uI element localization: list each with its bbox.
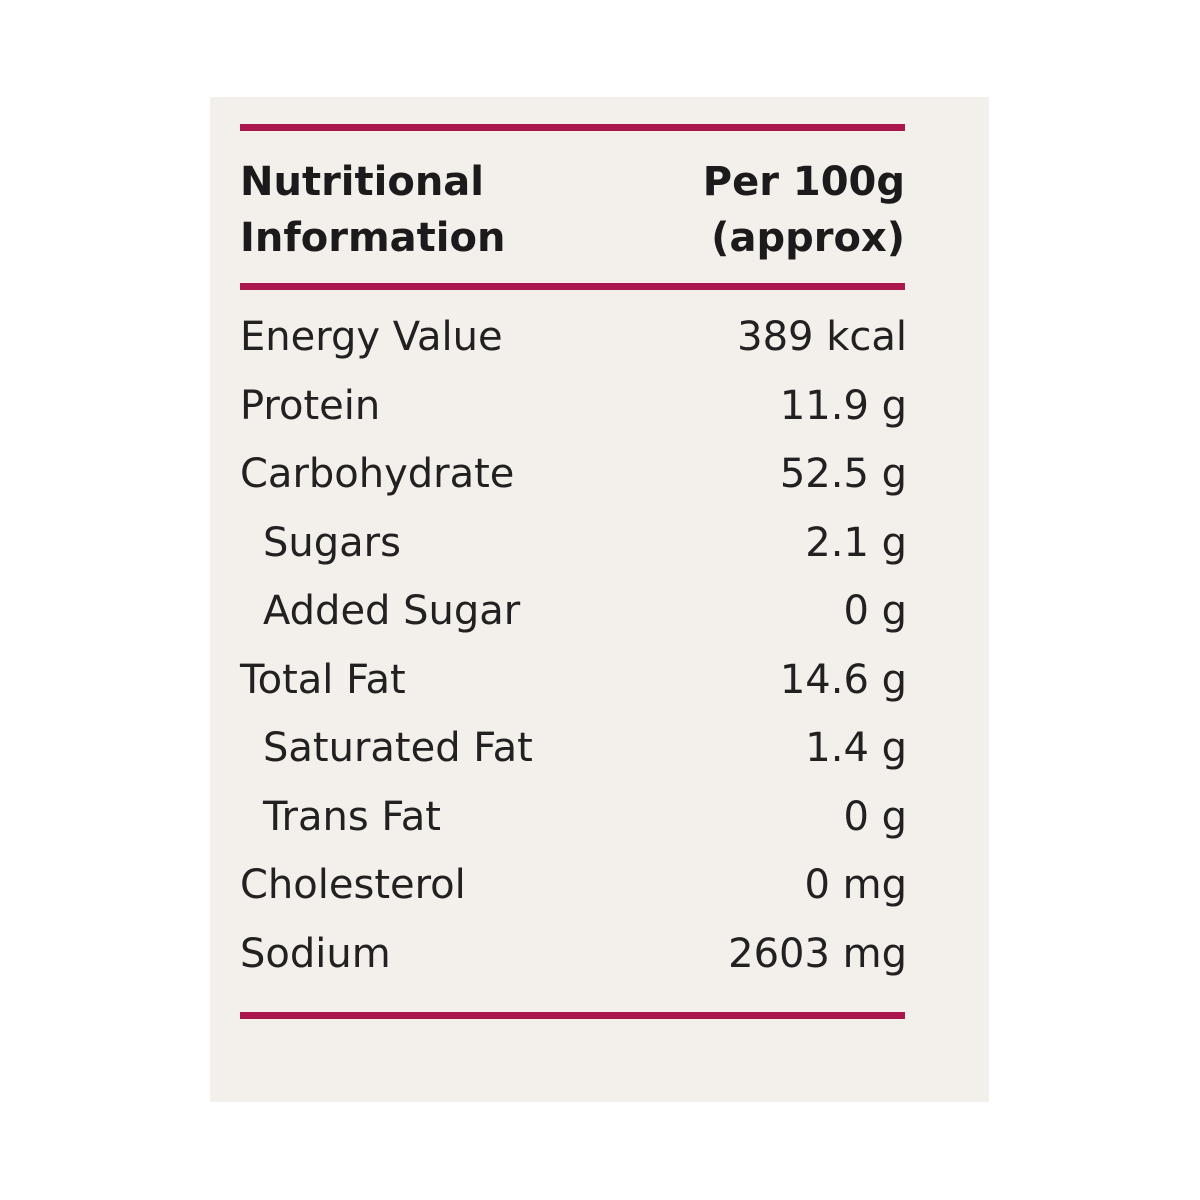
table-header: Nutritional Information Per 100g (approx… bbox=[240, 154, 905, 274]
nutrient-label: Sodium bbox=[240, 930, 391, 977]
nutrition-label-panel: Nutritional Information Per 100g (approx… bbox=[210, 97, 989, 1102]
nutrient-label: Total Fat bbox=[240, 656, 406, 703]
nutrient-label: Saturated Fat bbox=[263, 725, 533, 771]
nutrient-row-saturated-fat: Saturated Fat 1.4 g bbox=[240, 714, 907, 783]
nutrient-row-cholesterol: Cholesterol 0 mg bbox=[240, 851, 907, 920]
header-per-line-1: Per 100g bbox=[702, 159, 905, 205]
nutrient-value: 0 g bbox=[843, 588, 907, 634]
nutrient-row-total-fat: Total Fat 14.6 g bbox=[240, 646, 907, 715]
header-divider bbox=[240, 283, 905, 290]
nutrient-rows: Energy Value 389 kcal Protein 11.9 g Car… bbox=[240, 303, 907, 988]
nutrient-value: 2.1 g bbox=[805, 519, 907, 566]
nutrient-value: 52.5 g bbox=[779, 451, 907, 497]
header-title-line-2: Information bbox=[240, 215, 506, 261]
nutrient-value: 2603 mg bbox=[728, 930, 907, 977]
nutrient-value: 1.4 g bbox=[805, 725, 907, 771]
nutrient-value: 0 mg bbox=[804, 862, 907, 908]
header-per-100g: Per 100g (approx) bbox=[703, 154, 905, 266]
nutrient-label: Protein bbox=[240, 382, 381, 429]
top-divider bbox=[240, 124, 905, 131]
nutrient-value: 11.9 g bbox=[779, 382, 907, 429]
header-per-line-2: (approx) bbox=[711, 215, 905, 261]
nutrient-value: 0 g bbox=[843, 793, 907, 840]
header-title-line-1: Nutritional bbox=[240, 159, 485, 205]
nutrient-value: 389 kcal bbox=[737, 314, 907, 360]
nutrient-row-trans-fat: Trans Fat 0 g bbox=[240, 783, 907, 852]
header-title: Nutritional Information bbox=[240, 154, 505, 266]
nutrient-label: Sugars bbox=[263, 519, 401, 566]
nutrient-label: Added Sugar bbox=[263, 588, 521, 634]
nutrient-value: 14.6 g bbox=[779, 656, 907, 703]
nutrient-row-carbohydrate: Carbohydrate 52.5 g bbox=[240, 440, 907, 509]
nutrient-label: Trans Fat bbox=[263, 793, 441, 840]
nutrient-row-energy: Energy Value 389 kcal bbox=[240, 303, 907, 372]
nutrient-row-sugars: Sugars 2.1 g bbox=[240, 509, 907, 578]
nutrient-label: Cholesterol bbox=[240, 862, 466, 908]
nutrient-row-added-sugar: Added Sugar 0 g bbox=[240, 577, 907, 646]
nutrient-label: Energy Value bbox=[240, 314, 503, 360]
nutrient-row-protein: Protein 11.9 g bbox=[240, 372, 907, 441]
bottom-divider bbox=[240, 1012, 905, 1019]
nutrient-row-sodium: Sodium 2603 mg bbox=[240, 920, 907, 989]
nutrient-label: Carbohydrate bbox=[240, 451, 515, 497]
